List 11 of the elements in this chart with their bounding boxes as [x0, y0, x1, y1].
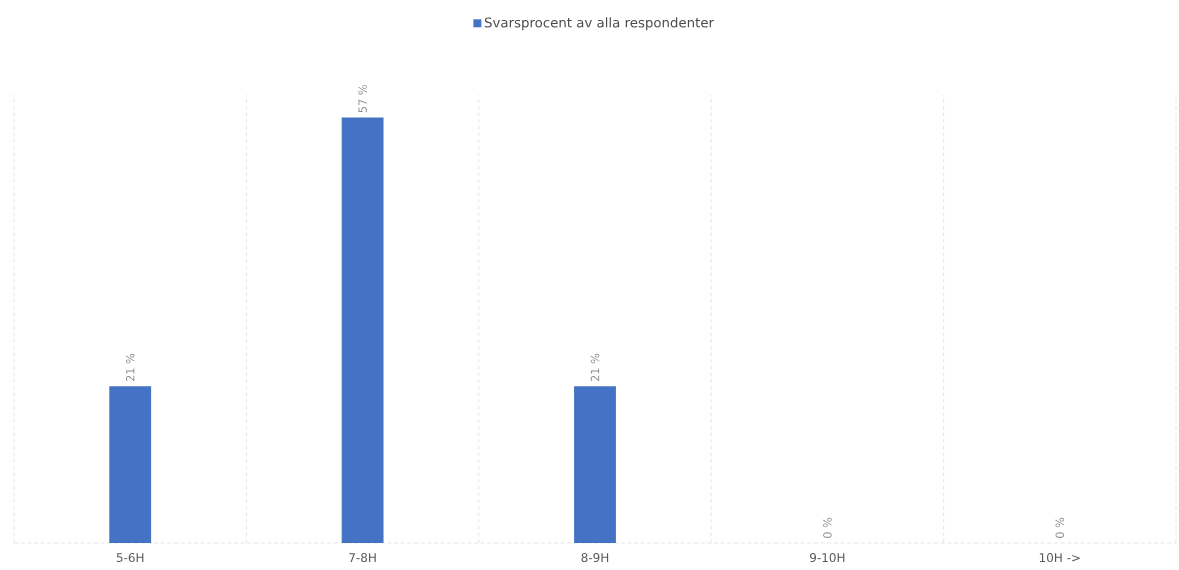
data-label: 21 % [590, 353, 600, 382]
data-label: 57 % [358, 84, 367, 113]
x-tick-label: 10H -> [1039, 553, 1080, 563]
x-tick-label: 7-8H [349, 553, 376, 563]
data-label: 0 % [1055, 517, 1065, 538]
data-label: 0 % [823, 517, 832, 538]
data-label: 21 % [125, 353, 135, 382]
x-tick-label: 9-10H [810, 553, 845, 563]
legend-label: Svarsprocent av alla respondenter [484, 17, 714, 31]
x-tick-label: 8-9H [581, 553, 609, 563]
x-tick-label: 5-6H [116, 553, 144, 563]
